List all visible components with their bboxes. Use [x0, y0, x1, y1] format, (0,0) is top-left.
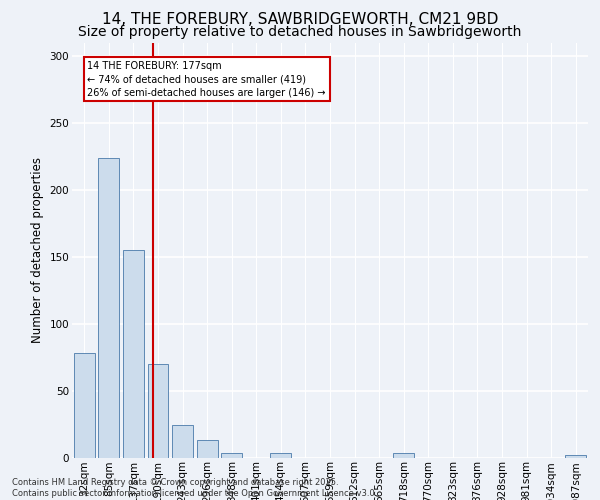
Text: Size of property relative to detached houses in Sawbridgeworth: Size of property relative to detached ho…: [79, 25, 521, 39]
Text: Contains HM Land Registry data © Crown copyright and database right 2025.
Contai: Contains HM Land Registry data © Crown c…: [12, 478, 377, 498]
Bar: [565, 455, 586, 458]
Text: 14 THE FOREBURY: 177sqm
← 74% of detached houses are smaller (419)
26% of semi-d: 14 THE FOREBURY: 177sqm ← 74% of detache…: [88, 61, 326, 98]
Y-axis label: Number of detached properties: Number of detached properties: [31, 157, 44, 343]
Bar: [74, 353, 95, 458]
Bar: [221, 454, 242, 458]
Bar: [197, 440, 218, 458]
Bar: [393, 454, 414, 458]
Bar: [123, 250, 144, 458]
Bar: [98, 158, 119, 458]
Bar: [271, 454, 292, 458]
Bar: [148, 364, 169, 458]
Text: 14, THE FOREBURY, SAWBRIDGEWORTH, CM21 9BD: 14, THE FOREBURY, SAWBRIDGEWORTH, CM21 9…: [102, 12, 498, 28]
Bar: [172, 426, 193, 458]
